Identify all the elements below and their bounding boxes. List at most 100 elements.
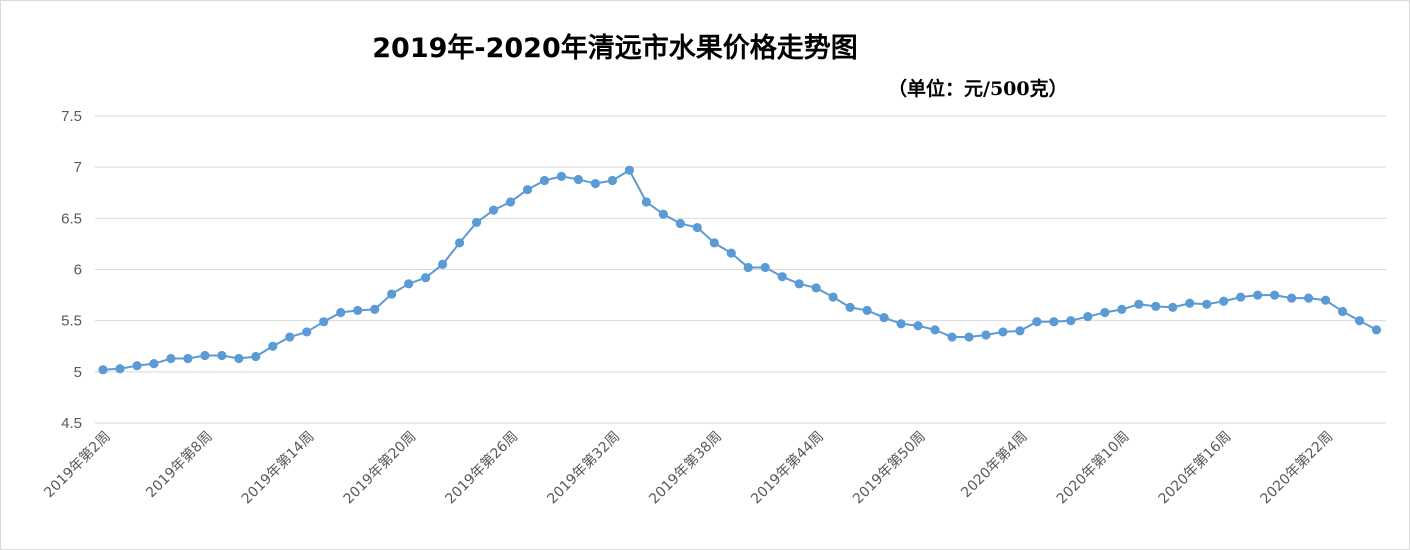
data-point	[777, 272, 787, 282]
data-point	[947, 332, 957, 342]
data-point	[1354, 316, 1365, 326]
x-tick-label: 2020年第4周	[958, 428, 1031, 501]
data-point	[760, 262, 770, 273]
data-point	[319, 317, 329, 327]
y-tick-label: 5	[74, 364, 82, 381]
data-point	[336, 307, 346, 318]
data-point	[98, 365, 108, 375]
x-tick-label: 2019年第50周	[849, 428, 929, 508]
data-point	[353, 305, 363, 316]
series-price	[98, 165, 1382, 375]
x-tick-label: 2019年第20周	[340, 428, 420, 508]
data-point	[1253, 290, 1263, 300]
data-point	[726, 248, 736, 258]
gridlines	[95, 115, 1386, 424]
x-tick-label: 2020年第10周	[1053, 428, 1133, 508]
data-point	[879, 312, 889, 323]
x-tick-label: 2020年第22周	[1257, 428, 1337, 508]
data-point	[387, 289, 397, 299]
data-point	[1066, 316, 1076, 326]
x-tick-label: 2019年第38周	[646, 428, 726, 508]
data-point	[370, 304, 380, 315]
data-point	[930, 325, 940, 335]
data-point	[488, 205, 499, 215]
data-point	[998, 327, 1008, 337]
data-point	[1219, 296, 1229, 306]
data-point	[573, 174, 584, 185]
data-point	[692, 222, 702, 233]
data-point	[1287, 293, 1297, 303]
y-tick-label: 6.5	[61, 210, 82, 227]
data-point	[132, 361, 142, 371]
data-point	[1049, 317, 1059, 327]
y-tick-label: 4.5	[61, 415, 82, 432]
data-point	[471, 217, 482, 228]
y-tick-label: 7	[74, 159, 82, 176]
chart-title: 2019年-2020年清远市水果价格走势图	[372, 33, 858, 64]
data-point	[166, 353, 176, 364]
data-point	[1083, 311, 1093, 322]
data-point	[1236, 292, 1246, 302]
chart-subtitle: （单位：元/500克）	[888, 78, 1068, 100]
y-axis-ticks: 4.5 5 5.5 6 6.5 7 7.5	[61, 108, 82, 432]
data-point	[421, 273, 431, 283]
data-point	[183, 353, 193, 364]
series-line	[102, 169, 1377, 371]
data-point	[1303, 293, 1314, 303]
data-point	[454, 238, 465, 248]
x-tick-label: 2019年第8周	[142, 428, 215, 501]
data-point	[981, 330, 991, 340]
data-point	[845, 302, 855, 312]
data-point	[438, 259, 448, 269]
data-point	[1270, 290, 1280, 300]
data-point	[743, 262, 753, 273]
x-tick-label: 2019年第2周	[41, 428, 114, 501]
data-point	[658, 209, 668, 219]
x-tick-label: 2019年第26周	[442, 428, 522, 508]
data-point	[828, 292, 838, 302]
data-point	[1185, 298, 1195, 308]
data-point	[1371, 325, 1382, 335]
data-point	[624, 165, 634, 175]
data-point	[964, 332, 974, 342]
data-point	[522, 185, 533, 195]
x-axis-ticks: 2019年第2周 2019年第8周 2019年第14周 2019年第20周 2019年第…	[41, 428, 1337, 508]
data-point	[1134, 299, 1144, 309]
data-point	[539, 175, 550, 186]
data-point	[302, 327, 312, 337]
data-point	[811, 283, 821, 293]
data-point	[285, 332, 295, 342]
data-point	[1168, 302, 1178, 312]
data-point	[1117, 304, 1127, 315]
data-point	[1202, 299, 1212, 309]
y-tick-label: 7.5	[61, 108, 82, 125]
data-point	[505, 197, 516, 207]
data-point	[862, 305, 872, 316]
data-point	[268, 341, 278, 351]
data-point	[200, 350, 210, 361]
data-point	[641, 197, 651, 207]
data-point	[1320, 295, 1331, 305]
data-point	[794, 279, 804, 289]
x-tick-label: 2019年第14周	[238, 428, 318, 508]
x-tick-label: 2019年第32周	[544, 428, 624, 508]
x-tick-label: 2020年第16周	[1155, 428, 1235, 508]
data-point	[913, 321, 923, 331]
data-point	[607, 175, 618, 186]
data-point	[896, 319, 906, 329]
data-point	[590, 178, 601, 189]
data-point	[1337, 306, 1348, 317]
data-point	[556, 171, 567, 181]
data-point	[1015, 326, 1025, 336]
data-point	[709, 238, 719, 248]
data-point	[404, 279, 414, 289]
x-tick-label: 2019年第44周	[747, 428, 827, 508]
y-tick-label: 5.5	[61, 313, 82, 330]
data-point	[115, 364, 125, 374]
data-point	[1151, 301, 1161, 311]
data-point	[251, 351, 261, 362]
data-point	[675, 218, 685, 229]
data-point	[149, 359, 159, 369]
